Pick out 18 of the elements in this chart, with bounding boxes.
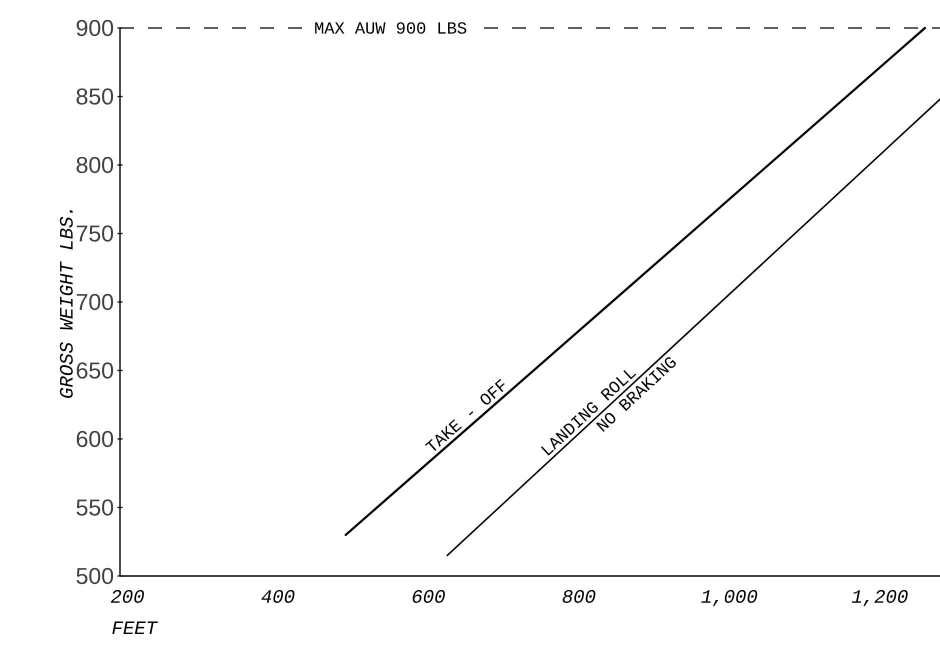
- x-tick-label: 1,000: [701, 590, 758, 606]
- x-tick-label: 200: [110, 590, 144, 603]
- x-tick-label: 600: [412, 590, 445, 603]
- x-axis-title: FEET: [112, 622, 158, 634]
- y-axis-title: GROSS WEIGHT LBS.: [60, 210, 73, 398]
- y-tick-label: 900: [76, 20, 114, 36]
- y-tick-label: 750: [76, 225, 114, 242]
- y-tick-label: 850: [76, 88, 114, 105]
- y-tick-label: 500: [76, 568, 114, 584]
- y-tick-label: 800: [76, 156, 114, 174]
- x-tick-label: 1,200: [852, 590, 908, 606]
- x-tick-label: 800: [562, 590, 596, 603]
- x-tick-label: 400: [261, 590, 294, 603]
- y-tick-label: 650: [76, 362, 114, 379]
- ref-line-label: MAX AUW 900 LBS: [315, 22, 466, 34]
- y-tick-label: 600: [76, 430, 114, 448]
- y-tick-label: 700: [76, 294, 114, 310]
- y-tick-label: 550: [76, 499, 114, 516]
